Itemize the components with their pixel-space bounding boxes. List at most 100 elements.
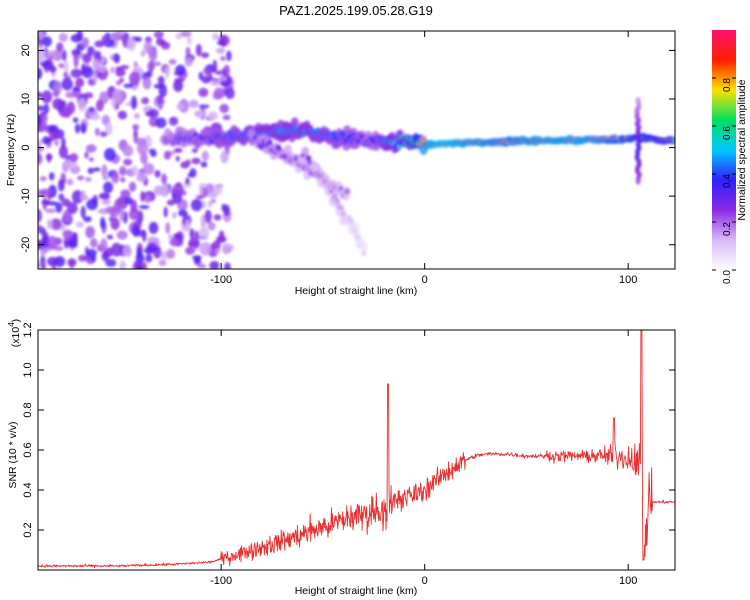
noise-speck <box>110 242 123 257</box>
track-halo <box>301 146 310 157</box>
noise-speck <box>173 147 183 153</box>
noise-speck <box>223 64 231 77</box>
noise-speck <box>75 77 85 88</box>
spectrogram-y-label: Frequency (Hz) <box>5 114 17 186</box>
noise-speck <box>172 212 177 219</box>
noise-speck <box>148 221 159 235</box>
noise-speck <box>52 98 64 110</box>
noise-speck <box>80 205 86 219</box>
noise-speck <box>120 189 131 199</box>
x-tick-label: 100 <box>619 575 637 587</box>
noise-speck <box>168 59 177 65</box>
y-tick-label: 1.2 <box>22 322 34 337</box>
noise-speck <box>133 61 138 68</box>
noise-speck <box>191 148 198 153</box>
noise-speck <box>45 208 57 214</box>
noise-speck <box>38 209 43 223</box>
noise-speck <box>94 40 105 48</box>
noise-speck <box>156 95 164 105</box>
noise-speck <box>101 35 108 44</box>
noise-speck <box>210 198 217 204</box>
noise-speck <box>81 37 90 48</box>
noise-speck <box>163 150 172 160</box>
noise-speck <box>194 109 205 118</box>
noise-speck <box>90 114 101 121</box>
noise-speck <box>59 109 71 118</box>
noise-speck <box>172 183 185 196</box>
noise-speck <box>94 127 100 136</box>
noise-speck <box>52 89 60 98</box>
noise-speck <box>201 150 209 162</box>
colorbar: 0.0 0.2 0.4 0.6 0.8 Normalized spectral ampl… <box>712 30 748 284</box>
noise-speck <box>207 221 216 231</box>
snr-x-label: Height of straight line (km) <box>295 585 418 597</box>
y-tick-label: -10 <box>20 188 32 204</box>
noise-speck <box>75 221 85 228</box>
noise-speck <box>134 36 142 42</box>
noise-speck <box>72 117 79 123</box>
noise-speck <box>78 254 87 262</box>
noise-speck <box>112 88 124 103</box>
noise-speck <box>221 243 231 255</box>
noise-speck <box>58 145 68 159</box>
x-tick-label: -100 <box>210 575 232 587</box>
noise-speck <box>58 32 68 43</box>
noise-speck <box>194 230 200 240</box>
noise-speck <box>153 61 162 66</box>
noise-speck <box>145 254 153 263</box>
noise-speck <box>66 178 74 186</box>
spectrogram-blobs <box>38 31 675 269</box>
noise-speck <box>155 117 167 129</box>
noise-speck <box>38 152 43 165</box>
colorbar-ticks: 0.0 0.2 0.4 0.6 0.8 <box>712 77 736 284</box>
noise-speck <box>40 199 52 205</box>
noise-speck <box>188 237 200 250</box>
noise-speck <box>175 33 182 40</box>
noise-speck <box>86 198 98 211</box>
noise-speck <box>110 217 120 231</box>
noise-speck <box>161 173 167 185</box>
noise-speck <box>216 47 226 54</box>
noise-speck <box>213 87 226 99</box>
noise-speck <box>89 106 94 113</box>
noise-speck <box>158 259 167 267</box>
noise-speck <box>132 123 139 131</box>
noise-speck <box>105 258 117 267</box>
noise-speck <box>58 62 65 69</box>
noise-speck <box>134 112 140 120</box>
noise-speck <box>95 99 104 112</box>
noise-speck <box>131 165 138 175</box>
noise-speck <box>207 200 213 208</box>
noise-speck <box>84 151 89 159</box>
noise-speck <box>61 77 73 91</box>
noise-speck <box>127 38 137 52</box>
colorbar-tick-label: 0.0 <box>722 270 733 284</box>
noise-speck <box>209 260 220 269</box>
noise-speck <box>118 166 127 176</box>
y-tick-label: 20 <box>20 44 32 56</box>
noise-speck <box>142 76 152 90</box>
noise-speck <box>142 162 155 175</box>
noise-speck <box>136 171 147 183</box>
noise-speck <box>144 36 152 44</box>
colorbar-ramp <box>712 30 736 270</box>
noise-speck <box>169 237 179 247</box>
noise-speck <box>38 224 43 230</box>
track-core <box>306 155 312 162</box>
noise-speck <box>140 152 148 165</box>
noise-speck <box>164 66 170 79</box>
noise-speck <box>101 199 112 206</box>
noise-speck <box>38 261 42 269</box>
noise-speck <box>77 98 87 112</box>
noise-speck <box>216 40 226 46</box>
y-tick-label: 1.0 <box>22 362 34 377</box>
noise-speck <box>185 220 190 232</box>
noise-speck <box>204 70 212 77</box>
spectrogram-data <box>38 31 675 269</box>
x-tick-label: 0 <box>422 575 428 587</box>
noise-speck <box>189 228 195 240</box>
noise-speck <box>69 153 79 163</box>
noise-speck <box>173 79 184 92</box>
noise-speck <box>157 75 165 86</box>
